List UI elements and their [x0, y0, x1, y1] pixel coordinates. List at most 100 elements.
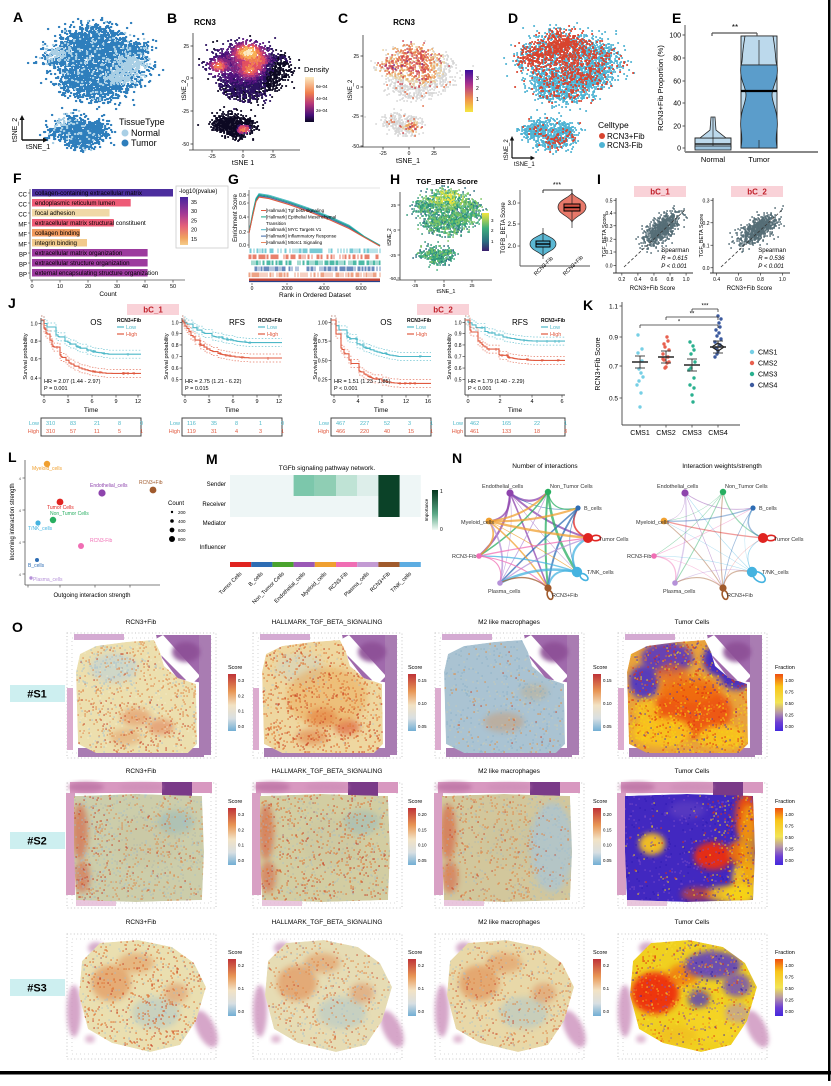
svg-text:tSNE_2: tSNE_2 [504, 139, 510, 160]
svg-text:Spearman: Spearman [661, 248, 689, 254]
svg-text:35: 35 [191, 200, 197, 206]
svg-text:MF: MF [18, 243, 27, 249]
svg-text:0.05: 0.05 [603, 724, 612, 729]
svg-text:Low: Low [126, 325, 136, 331]
svg-text:30: 30 [191, 209, 197, 215]
svg-text:RCN3+Fib: RCN3+Fib [117, 318, 141, 324]
svg-text:31: 31 [211, 429, 217, 435]
svg-text:Tumor: Tumor [131, 138, 157, 148]
svg-text:6: 6 [90, 399, 93, 405]
svg-text:0.2: 0.2 [238, 963, 245, 968]
svg-text:0.00: 0.00 [785, 1009, 794, 1014]
svg-text:0.1: 0.1 [703, 243, 710, 249]
svg-text:TGF_BETA Score: TGF_BETA Score [699, 214, 705, 258]
svg-text:25: 25 [191, 218, 197, 224]
svg-text:CMS1: CMS1 [630, 430, 650, 437]
svg-text:4: 4 [19, 540, 22, 545]
svg-text:4: 4 [19, 508, 22, 513]
svg-text:Myeloid_cells: Myeloid_cells [32, 466, 63, 472]
svg-text:1: 1 [491, 239, 494, 244]
svg-text:B: B [167, 10, 177, 26]
svg-text:Normal: Normal [131, 128, 160, 138]
svg-text:RCN3+Fib Score: RCN3+Fib Score [630, 286, 676, 292]
svg-text:-50: -50 [389, 276, 396, 281]
svg-text:Tumor Cells: Tumor Cells [774, 537, 804, 543]
svg-text:RCN3-Fib: RCN3-Fib [328, 571, 350, 593]
svg-text:Time: Time [374, 407, 389, 414]
svg-text:-log10(pvalue): -log10(pvalue) [179, 189, 217, 195]
svg-text:RCN3+Fib Proportion (%): RCN3+Fib Proportion (%) [656, 45, 665, 131]
svg-text:3: 3 [476, 76, 479, 82]
svg-text:0.8: 0.8 [455, 343, 462, 349]
svg-text:BP: BP [19, 253, 27, 259]
svg-text:M2 like macrophages: M2 like macrophages [478, 619, 541, 626]
svg-text:60: 60 [673, 79, 681, 86]
svg-text:Enrichment Score: Enrichment Score [233, 193, 239, 241]
svg-text:**: ** [690, 312, 695, 318]
svg-text:35: 35 [211, 421, 217, 427]
svg-text:57: 57 [70, 429, 76, 435]
svg-text:Tumor Cells: Tumor Cells [675, 919, 711, 926]
svg-text:8: 8 [380, 399, 383, 405]
svg-text:0.75: 0.75 [318, 339, 328, 345]
svg-text:1: 1 [564, 421, 567, 427]
svg-text:Mediator: Mediator [203, 521, 226, 527]
svg-text:tSNE_2: tSNE_2 [182, 79, 188, 100]
svg-text:1.1: 1.1 [609, 304, 618, 311]
svg-text:integrin binding: integrin binding [35, 240, 78, 247]
svg-text:25: 25 [469, 283, 475, 288]
svg-text:40: 40 [384, 429, 390, 435]
svg-text:0.4: 0.4 [31, 376, 38, 382]
svg-text:0.0: 0.0 [606, 264, 613, 270]
svg-text:C: C [338, 10, 348, 26]
svg-text:MF: MF [18, 233, 27, 239]
svg-text:0.75: 0.75 [785, 690, 794, 695]
svg-text:Outgoing interaction strength: Outgoing interaction strength [53, 593, 130, 599]
svg-text:0.2: 0.2 [238, 693, 245, 698]
svg-text:Endothelial_cells: Endothelial_cells [482, 484, 524, 490]
svg-text:0: 0 [443, 283, 446, 288]
svg-text:OS: OS [380, 318, 392, 327]
svg-text:0.4: 0.4 [606, 211, 613, 217]
svg-text:external encapsulating structu: external encapsulating structure organiz… [35, 270, 159, 277]
svg-text:Survival probability: Survival probability [23, 333, 29, 379]
svg-text:tSNE_1: tSNE_1 [26, 144, 50, 151]
svg-text:N: N [452, 450, 462, 466]
svg-text:tSNE_2: tSNE_2 [348, 79, 354, 100]
svg-text:0: 0 [140, 421, 143, 427]
svg-text:400: 400 [178, 519, 186, 524]
svg-text:0.1: 0.1 [238, 843, 245, 848]
svg-text:4: 4 [19, 476, 22, 481]
svg-text:133: 133 [502, 429, 511, 435]
svg-text:High: High [169, 429, 180, 435]
svg-text:1.0: 1.0 [779, 277, 786, 283]
svg-text:1.0: 1.0 [683, 277, 690, 283]
svg-text:extracellular structure organi: extracellular structure organization [35, 260, 130, 267]
svg-text:Rank in Ordered Dataset: Rank in Ordered Dataset [279, 292, 351, 299]
svg-text:TGFb signaling pathway network: TGFb signaling pathway network. [279, 465, 376, 472]
svg-text:RCN3+Fib: RCN3+Fib [258, 318, 282, 324]
svg-text:461: 461 [470, 429, 479, 435]
svg-text:Time: Time [84, 407, 99, 414]
svg-text:RCN3-Fib: RCN3-Fib [90, 538, 112, 544]
svg-text:0: 0 [242, 154, 245, 160]
svg-text:B_cells: B_cells [248, 571, 265, 588]
svg-text:Spearman: Spearman [758, 248, 786, 254]
svg-text:1: 1 [259, 421, 262, 427]
svg-text:9: 9 [114, 399, 117, 405]
svg-text:3: 3 [491, 218, 494, 223]
svg-text:Celltype: Celltype [598, 120, 629, 130]
svg-text:endoplasmic reticulum lumen: endoplasmic reticulum lumen [35, 200, 116, 207]
svg-text:0.10: 0.10 [603, 843, 612, 848]
svg-text:0.3: 0.3 [238, 678, 245, 683]
svg-text:20: 20 [85, 284, 91, 290]
svg-text:RFS: RFS [229, 318, 245, 327]
svg-text:CC: CC [18, 193, 27, 199]
svg-text:2.0: 2.0 [508, 244, 517, 250]
svg-text:200: 200 [178, 510, 186, 515]
svg-text:P < 0.001: P < 0.001 [334, 386, 358, 392]
svg-text:10: 10 [57, 284, 63, 290]
svg-text:Tumor Cells: Tumor Cells [218, 571, 243, 596]
svg-text:Low: Low [453, 421, 463, 427]
svg-text:Low: Low [550, 325, 560, 331]
